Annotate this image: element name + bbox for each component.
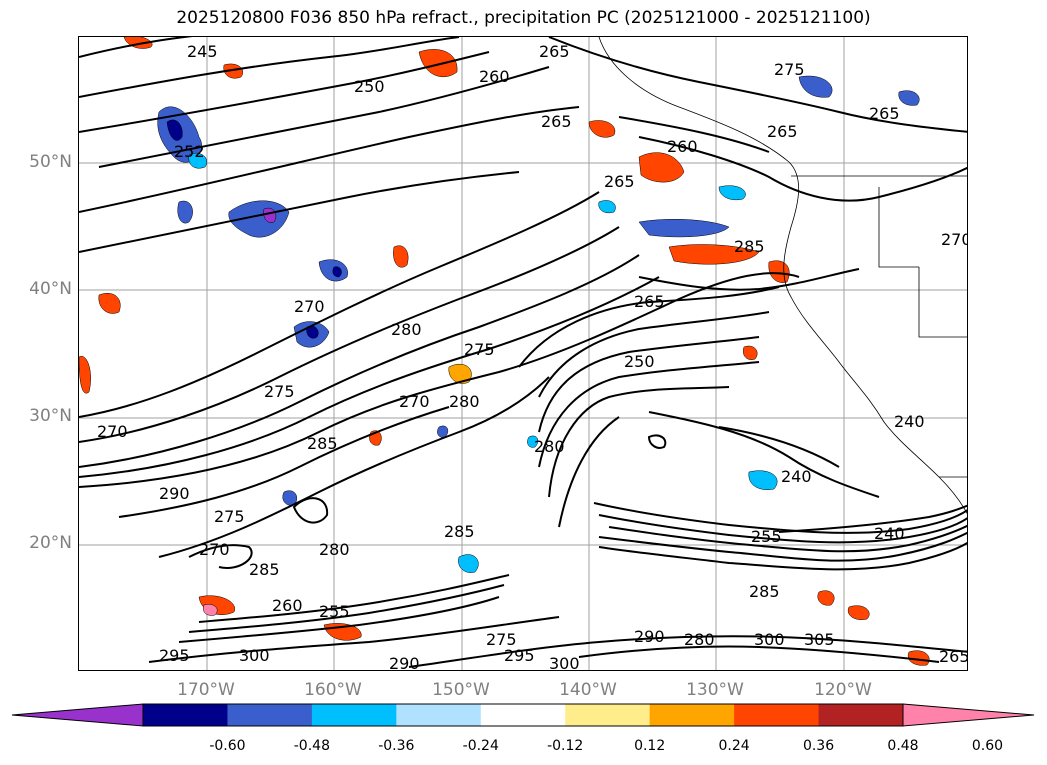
contour-label: 295 bbox=[159, 646, 190, 665]
contour-label: 275 bbox=[486, 630, 517, 649]
colorbar-segments bbox=[12, 704, 1034, 726]
contour-label: 265 bbox=[541, 112, 572, 131]
colorbar-segment bbox=[311, 704, 397, 726]
contour-label: 250 bbox=[354, 77, 385, 96]
colorbar-tick-label: -0.48 bbox=[293, 738, 330, 754]
colorbar bbox=[11, 703, 1035, 727]
contour-label: 285 bbox=[749, 582, 780, 601]
lon-label-140w: 140°W bbox=[559, 680, 617, 700]
contour-label: 265 bbox=[767, 122, 798, 141]
colorbar-segment bbox=[565, 704, 651, 726]
contour-label: 240 bbox=[894, 412, 925, 431]
colorbar-segment bbox=[396, 704, 482, 726]
colorbar-tick-label: 0.24 bbox=[718, 738, 750, 754]
contour-label: 275 bbox=[464, 340, 495, 359]
colorbar-tick-label: -0.12 bbox=[547, 738, 584, 754]
contour-label: 280 bbox=[684, 630, 715, 649]
colorbar-segment bbox=[649, 704, 735, 726]
contour-label: 275 bbox=[264, 382, 295, 401]
contour-label: 275 bbox=[214, 507, 245, 526]
contour-label: 270 bbox=[97, 422, 128, 441]
colorbar-tick-label: -0.24 bbox=[462, 738, 499, 754]
contour-label: 252 bbox=[174, 142, 205, 161]
contour-label: 290 bbox=[159, 484, 190, 503]
colorbar-extend-max bbox=[903, 704, 1034, 726]
colorbar-segment bbox=[480, 704, 566, 726]
contour-label: 270 bbox=[199, 540, 230, 559]
contour-label: 265 bbox=[604, 172, 635, 191]
colorbar-tick-label: 0.60 bbox=[971, 738, 1004, 754]
map-title: 2025120800 F036 850 hPa refract., precip… bbox=[176, 8, 871, 28]
positive-pc-patches bbox=[79, 37, 930, 666]
contour-label: 280 bbox=[391, 320, 422, 339]
lon-label-160w: 160°W bbox=[304, 680, 362, 700]
lon-label-150w: 150°W bbox=[432, 680, 490, 700]
colorbar-tick-label: 0.48 bbox=[887, 738, 919, 754]
contour-label: 300 bbox=[239, 646, 270, 665]
contour-label: 245 bbox=[187, 42, 218, 61]
map-canvas: 245 250 252 260 265 265 275 265 265 260 … bbox=[79, 37, 968, 671]
colorbar-tick-label: -0.60 bbox=[209, 738, 246, 754]
lon-label-120w: 120°W bbox=[814, 680, 872, 700]
contour-label: 290 bbox=[389, 654, 420, 671]
lat-label-40n: 40°N bbox=[29, 279, 72, 299]
contour-label: 240 bbox=[781, 467, 812, 486]
contour-label: 275 bbox=[774, 60, 805, 79]
contour-label: 300 bbox=[754, 630, 785, 649]
colorbar-segment bbox=[227, 704, 313, 726]
map-panel[interactable]: 245 250 252 260 265 265 275 265 265 260 … bbox=[78, 36, 968, 671]
colorbar-segment bbox=[734, 704, 820, 726]
colorbar-tick-label: -0.36 bbox=[378, 738, 415, 754]
contour-label: 265 bbox=[634, 292, 665, 311]
refractivity-contours bbox=[79, 37, 967, 668]
contour-label: 285 bbox=[444, 522, 475, 541]
contour-label: 285 bbox=[249, 560, 280, 579]
contour-label: 280 bbox=[534, 437, 565, 456]
lat-label-20n: 20°N bbox=[29, 533, 72, 553]
contour-label: 295 bbox=[504, 646, 535, 665]
contour-label: 290 bbox=[634, 627, 665, 646]
contour-label: 250 bbox=[624, 352, 655, 371]
lon-label-130w: 130°W bbox=[686, 680, 744, 700]
coastline bbox=[598, 37, 967, 515]
colorbar-segment bbox=[818, 704, 904, 726]
colorbar-tick-label: 0.12 bbox=[634, 738, 666, 754]
contour-label: 300 bbox=[549, 654, 580, 671]
contour-label: 280 bbox=[319, 540, 350, 559]
contour-label: 255 bbox=[751, 527, 782, 546]
contour-label: 240 bbox=[874, 524, 905, 543]
contour-label: 265 bbox=[539, 42, 570, 61]
lat-label-30n: 30°N bbox=[29, 406, 72, 426]
lon-label-170w: 170°W bbox=[177, 680, 235, 700]
contour-label: 270 bbox=[399, 392, 430, 411]
contour-label: 255 bbox=[319, 602, 350, 621]
contour-label: 280 bbox=[449, 392, 480, 411]
colorbar-tick-label: 0.36 bbox=[802, 738, 835, 754]
contour-label: 260 bbox=[667, 137, 698, 156]
contour-label: 265 bbox=[939, 647, 968, 666]
contour-label: 285 bbox=[307, 434, 338, 453]
negative-pc-patches bbox=[157, 75, 920, 573]
contour-label: 285 bbox=[734, 237, 765, 256]
contour-label-layer: 245 250 252 260 265 265 275 265 265 260 … bbox=[97, 42, 968, 671]
contour-label: 305 bbox=[804, 630, 835, 649]
contour-label: 270 bbox=[941, 230, 968, 249]
contour-label: 260 bbox=[479, 67, 510, 86]
contour-label: 270 bbox=[294, 297, 325, 316]
colorbar-segment bbox=[143, 704, 228, 726]
graticule bbox=[79, 37, 967, 670]
lat-label-50n: 50°N bbox=[29, 152, 72, 172]
colorbar-extend-min bbox=[12, 704, 143, 726]
contour-label: 260 bbox=[272, 596, 303, 615]
contour-label: 265 bbox=[869, 104, 900, 123]
